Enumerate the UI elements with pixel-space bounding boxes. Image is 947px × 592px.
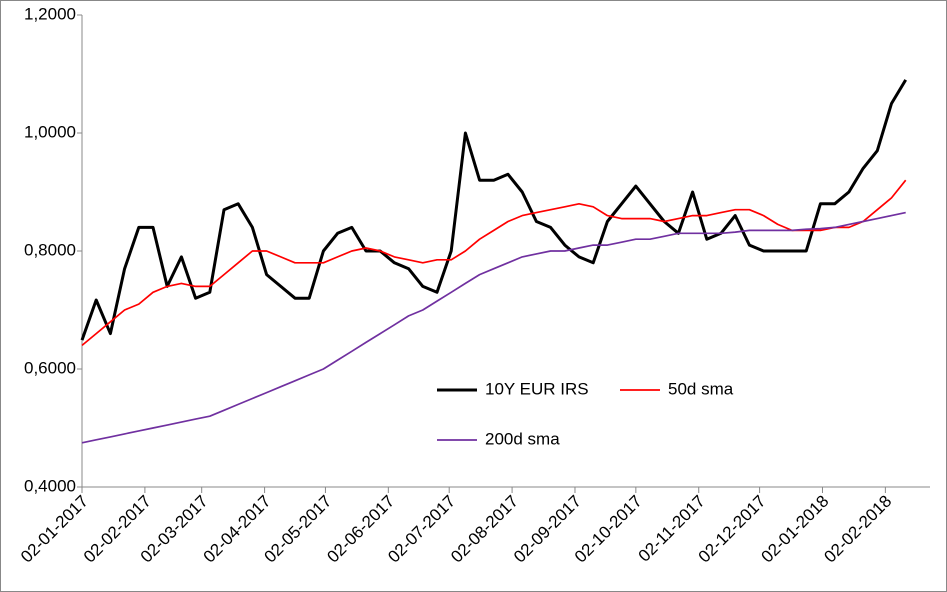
legend-label: 50d sma — [668, 379, 734, 398]
y-tick-label: 0,6000 — [24, 358, 76, 377]
series-line — [81, 179, 907, 347]
y-tick-label: 1,2000 — [24, 4, 76, 23]
legend-label: 200d sma — [485, 429, 560, 448]
y-tick-label: 0,4000 — [24, 476, 76, 495]
series-line — [81, 211, 906, 444]
y-tick-label: 0,8000 — [24, 240, 76, 259]
legend-label: 10Y EUR IRS — [485, 379, 589, 398]
y-tick-label: 1,0000 — [24, 122, 76, 141]
series-line — [80, 79, 907, 341]
